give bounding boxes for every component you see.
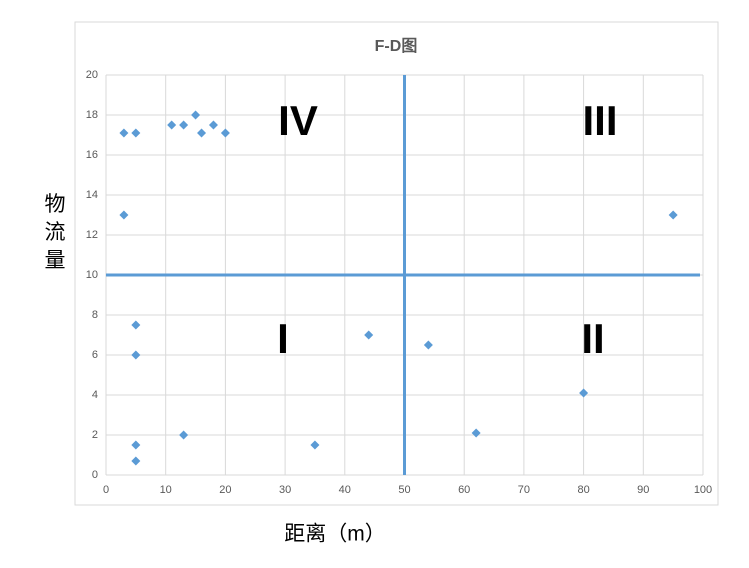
x-tick-label: 70 xyxy=(518,484,530,496)
y-tick-label: 18 xyxy=(86,109,98,121)
x-tick-label: 90 xyxy=(637,484,649,496)
point xyxy=(131,456,141,466)
point xyxy=(668,210,678,220)
point xyxy=(119,128,129,138)
x-tick-label: 30 xyxy=(279,484,291,496)
chart-title: F-D图 xyxy=(375,37,418,55)
chart-frame xyxy=(74,21,719,506)
point xyxy=(131,440,141,450)
y-tick-label: 14 xyxy=(86,189,98,201)
y-tick-label: 6 xyxy=(92,349,98,361)
point xyxy=(131,350,141,360)
point xyxy=(220,128,230,138)
y-axis-label: 物流量 xyxy=(45,193,66,272)
y-tick-label: 16 xyxy=(86,149,98,161)
point xyxy=(579,388,589,398)
point xyxy=(471,428,481,438)
y-tick-label: 2 xyxy=(92,429,98,441)
x-tick-label: 20 xyxy=(219,484,231,496)
y-tick-label: 10 xyxy=(86,269,98,281)
x-tick-label: 100 xyxy=(694,484,712,496)
y-tick-label: 12 xyxy=(86,229,98,241)
x-tick-label: 40 xyxy=(339,484,351,496)
point xyxy=(131,128,141,138)
point xyxy=(119,210,129,220)
point xyxy=(167,120,177,130)
x-tick-label: 50 xyxy=(398,484,410,496)
quadrant-label: I xyxy=(277,315,289,362)
x-tick-label: 0 xyxy=(103,484,109,496)
y-tick-label: 20 xyxy=(86,69,98,81)
x-tick-label: 80 xyxy=(577,484,589,496)
x-tick-label: 10 xyxy=(160,484,172,496)
point xyxy=(131,320,141,330)
x-tick-label: 60 xyxy=(458,484,470,496)
y-tick-label: 0 xyxy=(92,469,98,481)
point xyxy=(191,110,201,120)
point xyxy=(310,440,320,450)
x-axis-label: 距离（m） xyxy=(284,523,386,546)
point xyxy=(197,128,207,138)
quadrant-label: IV xyxy=(278,97,318,144)
y-tick-label: 4 xyxy=(92,389,98,401)
point xyxy=(208,120,218,130)
point xyxy=(423,340,433,350)
quadrant-label: II xyxy=(581,315,604,362)
point xyxy=(179,430,189,440)
quadrant-label: III xyxy=(582,97,617,144)
point xyxy=(179,120,189,130)
y-tick-label: 8 xyxy=(92,309,98,321)
point xyxy=(364,330,374,340)
